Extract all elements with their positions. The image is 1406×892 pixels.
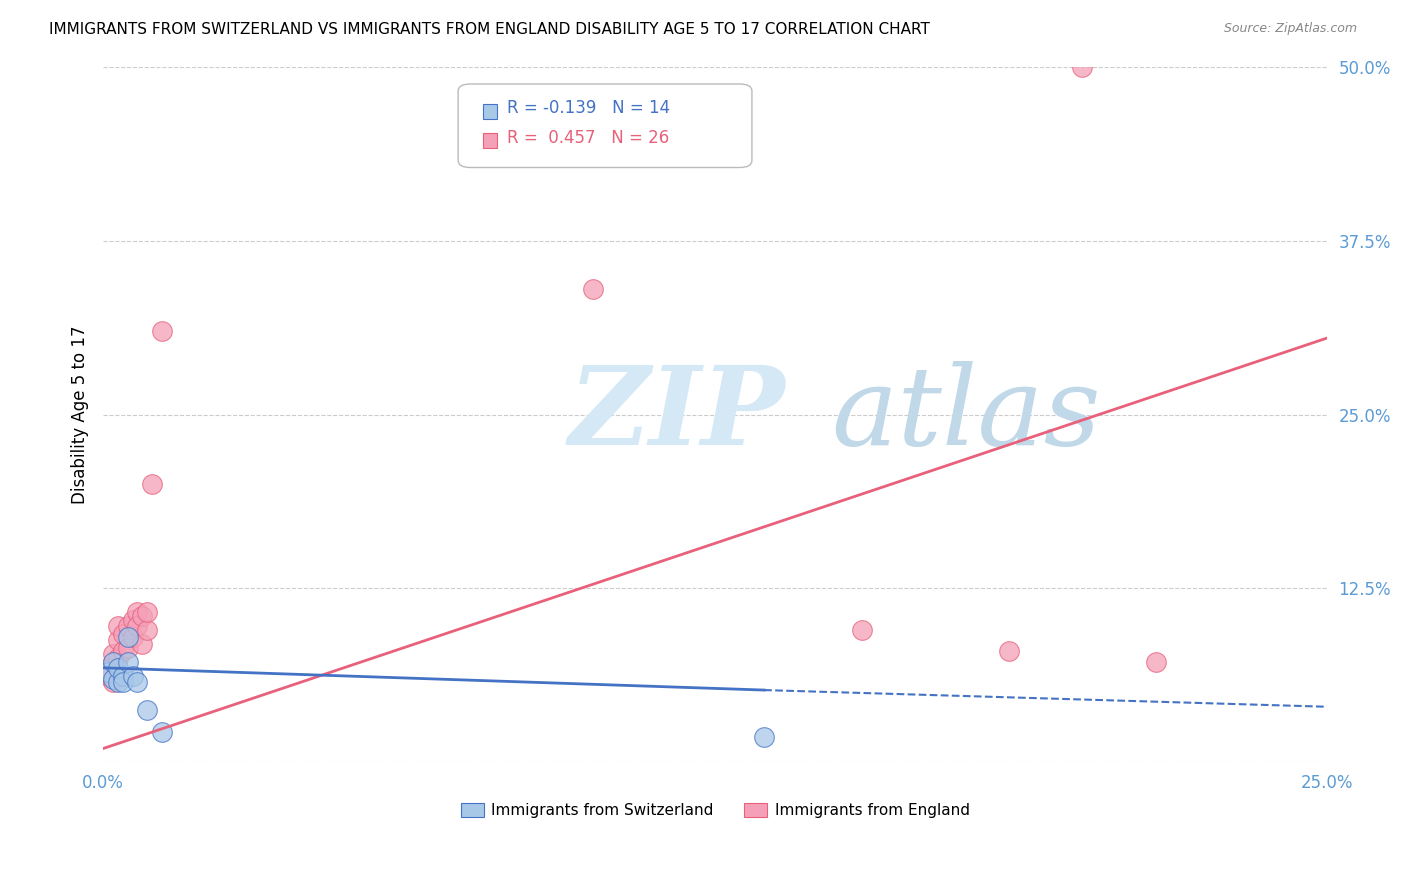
Point [107,661,129,675]
Point [101,672,124,686]
Point [101,655,124,669]
Point [121,669,143,683]
Point [131,637,153,651]
Text: R = -0.139   N = 14: R = -0.139 N = 14 [508,99,671,118]
Point [1071,60,1094,74]
Point [150,324,173,338]
Text: Source: ZipAtlas.com: Source: ZipAtlas.com [1223,22,1357,36]
Point [101,674,124,689]
Bar [482,103,498,119]
Point [127,674,149,689]
Point [97,669,120,683]
Text: ZIP: ZIP [568,360,785,468]
Text: atlas: atlas [831,360,1101,468]
Point [754,731,776,745]
Point [136,702,159,716]
Y-axis label: Disability Age 5 to 17: Disability Age 5 to 17 [72,326,89,504]
Point [141,477,163,491]
Point [111,669,134,683]
Point [107,632,129,647]
Point [111,644,134,658]
Point [117,641,139,656]
Legend: Immigrants from Switzerland, Immigrants from England: Immigrants from Switzerland, Immigrants … [454,797,976,824]
Point [107,619,129,633]
Point [136,624,159,638]
FancyBboxPatch shape [458,84,752,168]
Point [998,644,1021,658]
Text: R =  0.457   N = 26: R = 0.457 N = 26 [508,129,669,147]
Point [150,724,173,739]
Text: IMMIGRANTS FROM SWITZERLAND VS IMMIGRANTS FROM ENGLAND DISABILITY AGE 5 TO 17 CO: IMMIGRANTS FROM SWITZERLAND VS IMMIGRANT… [49,22,931,37]
Point [121,630,143,644]
Point [107,651,129,665]
Bar [482,133,498,148]
Point [111,627,134,641]
Point [121,614,143,628]
Point [127,605,149,619]
Point [117,630,139,644]
Point [117,655,139,669]
Point [131,609,153,624]
Point [127,619,149,633]
Point [111,674,134,689]
Point [97,665,120,679]
Point [101,647,124,661]
Point [1144,655,1167,669]
Point [582,282,605,296]
Point [136,605,159,619]
Point [851,624,873,638]
Point [107,674,129,689]
Point [97,661,120,675]
Point [117,619,139,633]
